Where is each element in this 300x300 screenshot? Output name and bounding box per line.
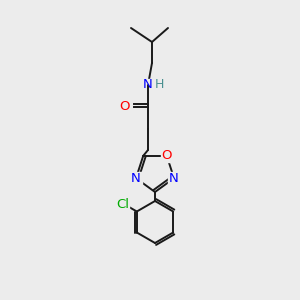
Text: O: O xyxy=(119,100,129,113)
Text: O: O xyxy=(161,149,172,162)
Text: Cl: Cl xyxy=(116,198,129,211)
Bar xyxy=(113,199,129,211)
Bar xyxy=(141,79,155,91)
Text: N: N xyxy=(131,172,141,185)
Text: H: H xyxy=(154,77,164,91)
Bar xyxy=(117,101,129,113)
Bar xyxy=(161,150,173,162)
Bar xyxy=(168,172,180,184)
Text: N: N xyxy=(143,79,153,92)
Text: N: N xyxy=(169,172,179,185)
Bar xyxy=(130,172,142,184)
